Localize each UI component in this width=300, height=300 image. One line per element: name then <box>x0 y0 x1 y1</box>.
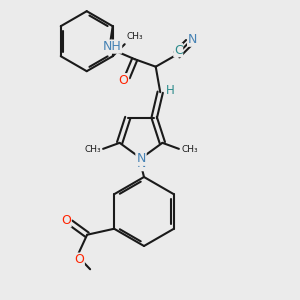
Text: O: O <box>74 253 84 266</box>
Text: N: N <box>136 157 146 170</box>
Text: H: H <box>166 84 175 97</box>
Text: N: N <box>188 33 197 46</box>
Text: N: N <box>136 152 146 165</box>
Text: O: O <box>119 74 129 87</box>
Text: C: C <box>174 44 183 57</box>
Text: NH: NH <box>103 40 122 53</box>
Text: CH₃: CH₃ <box>126 32 143 41</box>
Text: O: O <box>61 214 71 227</box>
Text: CH₃: CH₃ <box>85 145 102 154</box>
Text: CH₃: CH₃ <box>181 145 198 154</box>
